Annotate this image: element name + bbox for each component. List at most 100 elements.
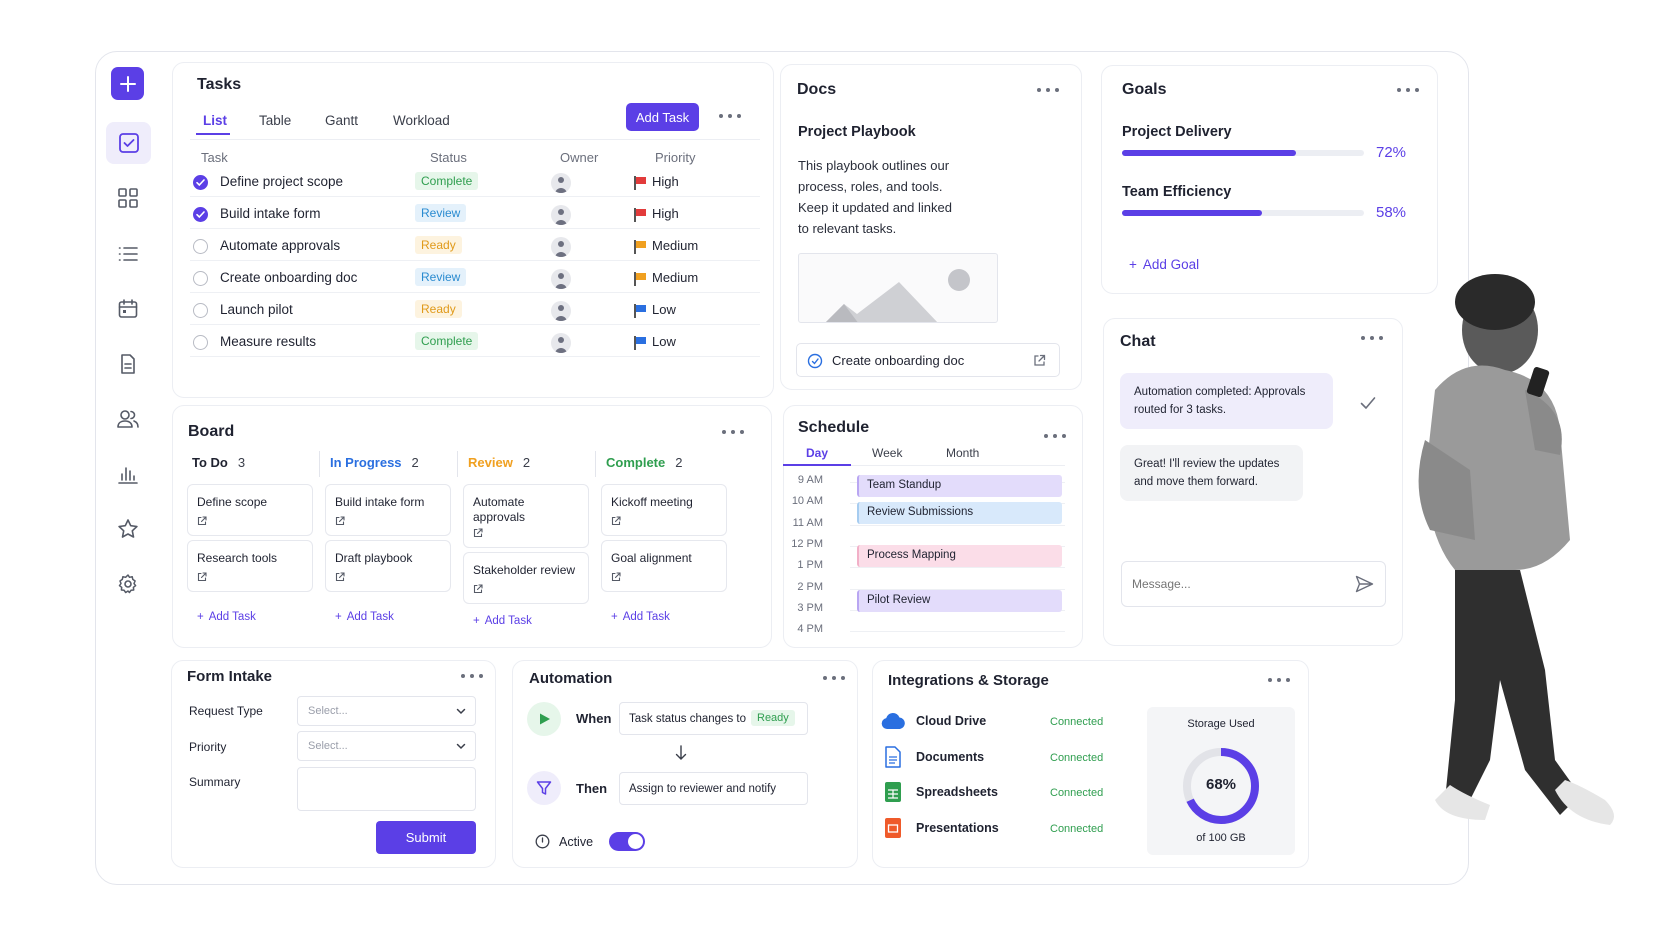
nav-docs[interactable]	[114, 350, 142, 378]
board-card-title: Build intake form	[335, 495, 425, 509]
time-label: 1 PM	[797, 559, 823, 572]
nav-people[interactable]	[114, 405, 142, 433]
tab-week[interactable]: Week	[872, 446, 903, 460]
summary-textarea[interactable]	[297, 767, 476, 811]
tab-table[interactable]: Table	[259, 113, 292, 128]
request-type-select[interactable]: Select...	[297, 696, 476, 726]
board-add-task-button[interactable]: + Add Task	[473, 615, 532, 627]
form-intake-more-button[interactable]	[461, 672, 483, 680]
schedule-more-button[interactable]	[1044, 432, 1066, 440]
doc-body: This playbook outlines our process, role…	[798, 155, 952, 239]
grid-icon	[118, 188, 138, 208]
nav-reports[interactable]	[114, 460, 142, 488]
board-task-card[interactable]: Build intake form	[325, 484, 451, 536]
doc-link-label: Create onboarding doc	[832, 353, 965, 368]
board-add-task-button[interactable]: + Add Task	[611, 611, 670, 623]
goals-more-button[interactable]	[1397, 86, 1419, 94]
storage-caption: of 100 GB	[1196, 832, 1246, 844]
when-condition-text: Task status changes to	[629, 713, 746, 725]
calendar-event[interactable]: Pilot Review	[857, 590, 1062, 613]
arrow-down-icon	[675, 745, 687, 760]
tab-gantt[interactable]: Gantt	[325, 113, 359, 128]
task-checkbox[interactable]	[193, 335, 208, 350]
schedule-title: Schedule	[798, 419, 870, 436]
tab-workload[interactable]: Workload	[393, 113, 450, 128]
add-goal-button[interactable]: + Add Goal	[1129, 257, 1199, 272]
hour-line	[850, 588, 1065, 590]
board-column-name: Review	[468, 455, 513, 470]
tab-list[interactable]: List	[203, 113, 228, 128]
doc-link-row[interactable]: Create onboarding doc	[796, 343, 1060, 377]
then-action[interactable]: Assign to reviewer and notify	[619, 772, 808, 805]
board-task-card[interactable]: Stakeholder review	[463, 552, 589, 604]
active-toggle[interactable]	[609, 832, 645, 851]
calendar-icon	[118, 299, 138, 318]
board-add-task-button[interactable]: + Add Task	[335, 611, 394, 623]
nav-favorites[interactable]	[114, 515, 142, 543]
status-badge: Review	[415, 268, 467, 286]
automation-more-button[interactable]	[823, 674, 845, 682]
storage-ring	[1183, 748, 1259, 824]
doc-title: Project Playbook	[798, 124, 916, 140]
board-task-card[interactable]: Define scope	[187, 484, 313, 536]
external-link-icon	[611, 572, 621, 582]
board-task-card[interactable]: Automate approvals	[463, 484, 589, 548]
integration-status: Connected	[1050, 787, 1104, 799]
board-task-card[interactable]: Research tools	[187, 540, 313, 592]
priority-select[interactable]: Select...	[297, 731, 476, 761]
nav-tasks[interactable]	[106, 122, 151, 164]
filter-icon	[536, 781, 552, 795]
star-icon	[118, 519, 138, 538]
document-icon-wrap	[878, 745, 908, 768]
docs-more-button[interactable]	[1037, 86, 1059, 94]
add-task-button[interactable]: Add Task	[626, 103, 699, 131]
storage-panel	[1147, 707, 1295, 855]
hour-line	[850, 567, 1065, 569]
submit-button[interactable]: Submit	[376, 821, 476, 854]
summary-label: Summary	[189, 775, 241, 789]
nav-dashboard[interactable]	[114, 184, 142, 212]
chat-message-input[interactable]	[1132, 574, 1332, 594]
task-name: Build intake form	[220, 206, 321, 221]
calendar-event[interactable]: Review Submissions	[857, 501, 1062, 524]
task-checkbox[interactable]	[193, 271, 208, 286]
check-icon	[196, 179, 205, 187]
task-checkbox[interactable]	[193, 207, 208, 222]
nav-list[interactable]	[114, 240, 142, 268]
column-priority: Priority	[655, 150, 696, 165]
tasks-more-button[interactable]	[719, 112, 741, 120]
row-divider	[190, 324, 760, 325]
calendar-event[interactable]: Team Standup	[857, 475, 1062, 497]
document-icon	[885, 745, 901, 768]
person-illustration	[1418, 274, 1614, 825]
chat-more-button[interactable]	[1361, 334, 1383, 342]
board-column-name: In Progress	[330, 455, 402, 470]
task-checkbox[interactable]	[193, 239, 208, 254]
tab-month[interactable]: Month	[946, 446, 980, 460]
trigger-icon-wrap	[527, 702, 561, 736]
board-add-task-button[interactable]: + Add Task	[197, 611, 256, 623]
row-divider	[190, 356, 760, 357]
tasks-header-divider	[190, 139, 760, 140]
board-more-button[interactable]	[722, 428, 744, 436]
priority-flag-icon	[634, 272, 646, 286]
tab-day[interactable]: Day	[806, 446, 829, 460]
task-checkbox[interactable]	[193, 175, 208, 190]
board-card-title: Kickoff meeting	[611, 495, 693, 509]
document-icon	[121, 354, 135, 374]
plus-icon: +	[1129, 257, 1137, 272]
when-condition[interactable]: Task status changes to Ready	[619, 702, 808, 735]
board-task-card[interactable]: Kickoff meeting	[601, 484, 727, 536]
send-icon[interactable]	[1355, 575, 1374, 593]
board-column-divider	[457, 451, 458, 477]
doc-line: process, roles, and tools.	[798, 179, 943, 194]
play-icon	[540, 713, 550, 725]
board-task-card[interactable]: Goal alignment	[601, 540, 727, 592]
create-button[interactable]	[111, 67, 144, 100]
calendar-event[interactable]: Process Mapping	[857, 545, 1062, 568]
task-checkbox[interactable]	[193, 303, 208, 318]
integrations-more-button[interactable]	[1268, 676, 1290, 684]
nav-settings[interactable]	[114, 570, 142, 598]
board-task-card[interactable]: Draft playbook	[325, 540, 451, 592]
nav-calendar[interactable]	[114, 295, 142, 323]
